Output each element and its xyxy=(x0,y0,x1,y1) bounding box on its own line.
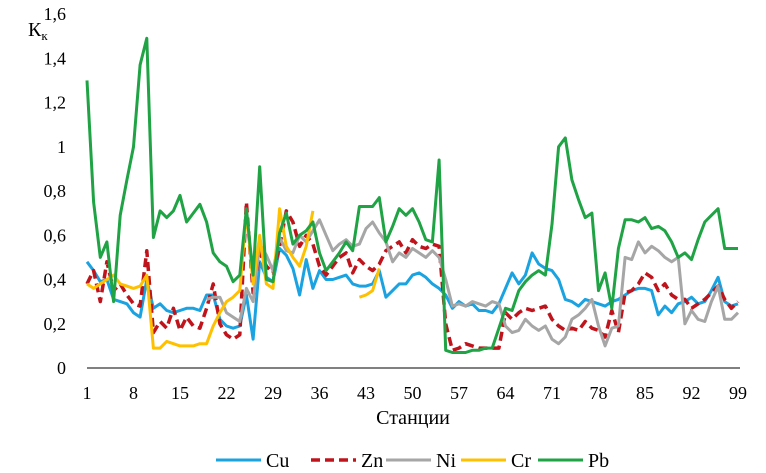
legend-label-pb: Pb xyxy=(588,450,609,472)
x-tick-label: 15 xyxy=(171,383,189,403)
series-line-zn xyxy=(85,200,740,353)
x-tick-label: 78 xyxy=(590,383,608,403)
series-line-ni xyxy=(206,218,740,348)
legend-label-cr: Cr xyxy=(511,450,531,472)
x-tick-label: 50 xyxy=(404,383,422,403)
x-tick-label: 43 xyxy=(357,383,375,403)
x-tick-label: 22 xyxy=(218,383,236,403)
series-line-cu xyxy=(85,247,739,341)
series-line-pb xyxy=(85,36,738,354)
x-tick-label: 64 xyxy=(497,383,515,403)
x-tick-label: 1 xyxy=(83,383,92,403)
y-tick-label: 1,2 xyxy=(44,93,67,113)
x-tick-label: 29 xyxy=(264,383,282,403)
y-tick-label: 0,6 xyxy=(44,225,67,245)
legend-label-cu: Cu xyxy=(266,450,289,472)
y-tick-label: 0,8 xyxy=(44,181,67,201)
y-tick-label: 1,4 xyxy=(44,48,67,68)
series-layer xyxy=(85,36,740,354)
x-tick-label: 57 xyxy=(450,383,468,403)
y-tick-label: 0 xyxy=(57,358,66,378)
x-tick-label: 71 xyxy=(543,383,561,403)
x-axis-title: Станции xyxy=(376,407,450,429)
x-tick-label: 36 xyxy=(311,383,329,403)
x-tick-label: 8 xyxy=(129,383,138,403)
x-tick-label: 85 xyxy=(636,383,654,403)
y-tick-label: 1 xyxy=(57,137,66,157)
x-tick-label: 92 xyxy=(683,383,701,403)
x-axis-ticks: 1 8 15 22 29 36 43 50 57 64 71 78 85 92 99 xyxy=(83,383,748,403)
legend-label-ni: Ni xyxy=(436,450,456,472)
series-line-cr xyxy=(358,267,381,299)
y-axis-ticks: 0 0,2 0,4 0,6 0,8 1 1,2 1,4 1,6 xyxy=(44,4,67,378)
legend: Cu Zn Ni Cr Pb xyxy=(216,450,609,472)
legend-label-zn: Zn xyxy=(361,450,383,472)
y-tick-label: 0,2 xyxy=(44,314,67,334)
y-tick-label: 1,6 xyxy=(44,4,67,24)
y-tick-label: 0,4 xyxy=(44,270,67,290)
y-axis-title: Кк xyxy=(28,19,48,43)
x-tick-label: 99 xyxy=(729,383,747,403)
